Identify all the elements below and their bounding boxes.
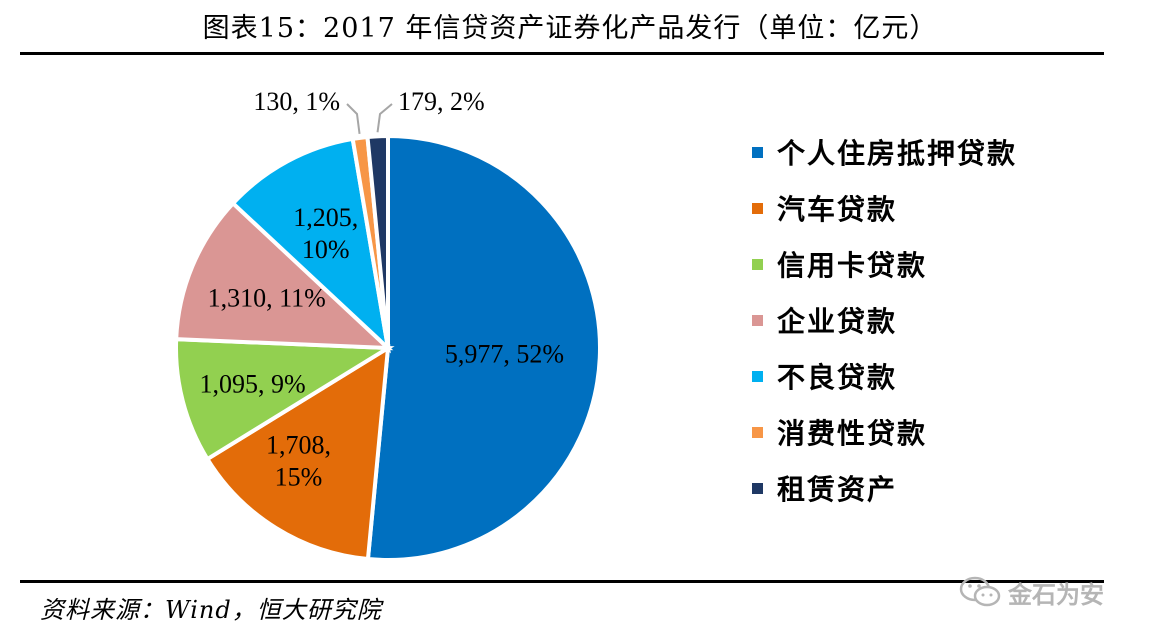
source-note: 资料来源：Wind，恒大研究院: [40, 596, 382, 624]
legend-label: 个人住房抵押贷款: [777, 137, 1018, 170]
slice-data-label: 1,095, 9%: [200, 369, 306, 398]
pie-slice-2: [204, 344, 391, 562]
legend-item: 租赁资产: [752, 460, 1017, 516]
legend-label: 企业贷款: [777, 305, 898, 338]
watermark-text: 金石为安: [1008, 580, 1104, 609]
bottom-rule: [20, 580, 1104, 583]
pie-slice-3: [174, 337, 395, 462]
pie-slice-4: [174, 200, 394, 351]
wechat-icon: [959, 576, 1001, 607]
legend-item: 企业贷款: [752, 292, 1017, 348]
legend-swatch: [752, 146, 763, 158]
legend-label: 不良贷款: [777, 361, 898, 394]
legend-item: 个人住房抵押贷款: [752, 124, 1017, 180]
slice-data-label: 130, 1%: [253, 87, 340, 116]
slice-data-label: 1,708, 15%: [266, 431, 331, 492]
legend-label: 租赁资产: [777, 473, 898, 506]
page-title: 图表15：2017 年信贷资产证券化产品发行（单位：亿元）: [202, 13, 938, 44]
legend-label: 信用卡贷款: [777, 249, 928, 282]
legend-label: 汽车贷款: [777, 193, 898, 226]
legend-label: 消费性贷款: [777, 417, 928, 450]
legend-item: 汽车贷款: [752, 180, 1017, 236]
slice-data-label: 179, 2%: [398, 87, 485, 116]
slice-data-label: 5,977, 52%: [445, 340, 564, 369]
legend-item: 消费性贷款: [752, 404, 1017, 460]
chart-legend: 个人住房抵押贷款 汽车贷款信用卡贷款企业贷款不良贷款消费性贷款租赁资产: [752, 124, 1017, 516]
watermark: 金石为安: [958, 572, 1157, 612]
legend-swatch: [752, 370, 763, 382]
legend-item: 不良贷款: [752, 348, 1017, 404]
slice-data-label: 1,310, 11%: [208, 283, 326, 312]
legend-swatch: [752, 258, 763, 270]
legend-swatch: [752, 482, 763, 494]
pie-slice-7: [365, 133, 390, 349]
pie-slice-1: [365, 133, 602, 562]
legend-swatch: [752, 426, 763, 438]
pie-slice-5: [230, 136, 391, 354]
leader-line: [346, 103, 361, 135]
top-rule: [20, 52, 1104, 55]
legend-swatch: [752, 314, 763, 326]
leader-line: [376, 103, 393, 133]
slice-data-label: 1,205, 10%: [293, 203, 358, 264]
legend-swatch: [752, 202, 763, 214]
legend-item: 信用卡贷款: [752, 236, 1017, 292]
